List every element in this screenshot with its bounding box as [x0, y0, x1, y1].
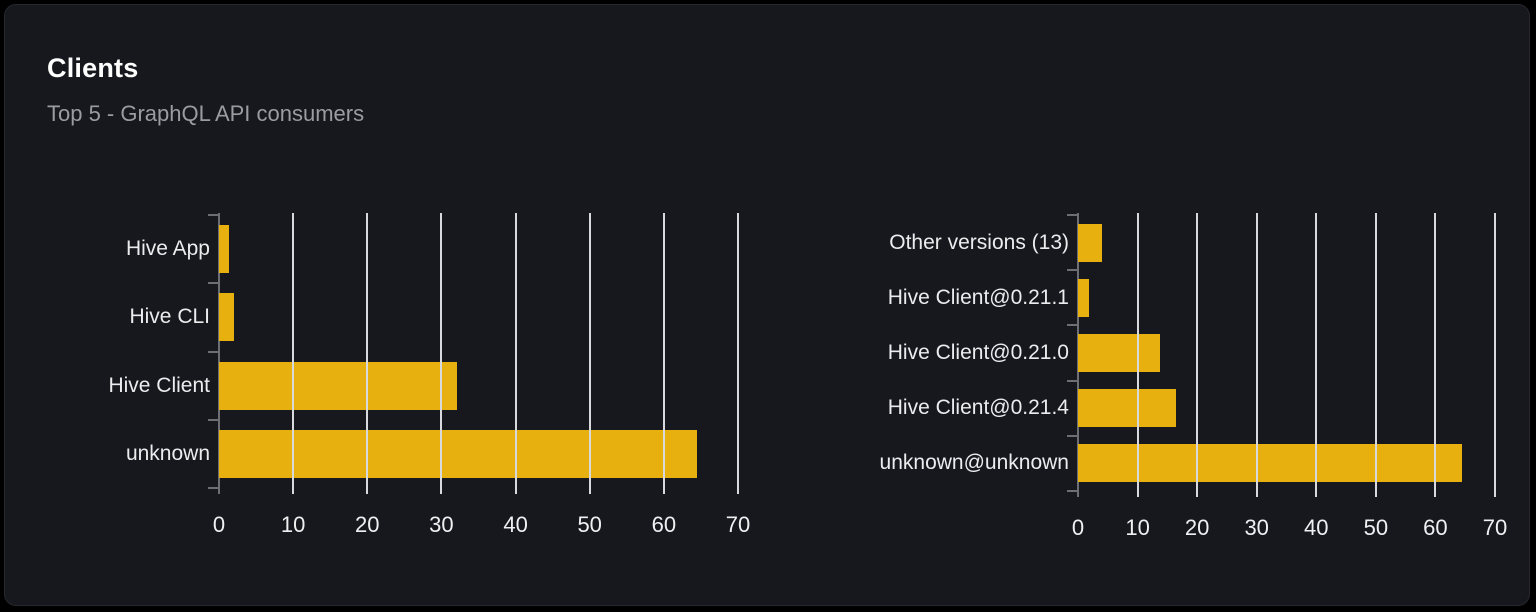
gridline: [292, 213, 295, 494]
category-label: Hive Client@0.21.4: [887, 396, 1069, 419]
bar-hive-client-0-21-0[interactable]: [1078, 334, 1160, 372]
y-axis-tick: [208, 487, 218, 489]
category-label: Hive CLI: [129, 305, 210, 328]
x-tick-label: 70: [1482, 515, 1508, 540]
category-label: Hive App: [125, 237, 210, 260]
bar-unknown[interactable]: [219, 430, 698, 478]
x-tick-label: 70: [725, 512, 751, 537]
x-tick-label: 0: [1071, 515, 1085, 540]
gridline: [588, 213, 591, 494]
category-label: Hive Client@0.21.1: [887, 286, 1069, 309]
category-label: Hive Client: [108, 374, 210, 397]
gridline: [1434, 213, 1437, 497]
x-tick-label: 0: [212, 512, 226, 537]
y-axis-tick: [208, 282, 218, 284]
category-label: unknown@unknown: [879, 451, 1069, 474]
gridline: [662, 213, 665, 494]
gridline: [440, 213, 443, 494]
clients-by-name-chart: Hive App Hive CLI Hive Client unknown 0 10 20 3…: [65, 213, 778, 548]
gridline: [1255, 213, 1258, 497]
x-tick-label: 30: [1244, 515, 1269, 540]
gridline: [1315, 213, 1318, 497]
gridline: [1374, 213, 1377, 497]
x-tick-label: 40: [1304, 515, 1329, 540]
x-tick-label: 10: [1125, 515, 1150, 540]
x-tick-label: 50: [1363, 515, 1389, 540]
y-axis-tick: [1067, 214, 1077, 216]
x-tick-label: 60: [651, 512, 677, 537]
x-tick-label: 60: [1423, 515, 1448, 540]
x-tick-label: 10: [280, 512, 306, 537]
panel-title: Clients: [47, 53, 139, 83]
clients-by-version-chart: Other versions (13) Hive Client@0.21.1 Hiv…: [835, 213, 1535, 551]
y-axis-tick: [1067, 269, 1077, 271]
x-tick-label: 40: [503, 512, 528, 537]
bar-hive-client-0-21-1[interactable]: [1078, 279, 1090, 317]
gridline: [1196, 213, 1199, 497]
y-axis-tick: [1067, 324, 1077, 326]
bar-hive-app[interactable]: [219, 225, 229, 273]
bar-other-versions-13[interactable]: [1078, 224, 1102, 262]
gridline: [1136, 213, 1139, 497]
y-axis-tick: [208, 351, 218, 353]
bar-hive-client-0-21-4[interactable]: [1078, 389, 1176, 427]
y-axis-tick: [208, 214, 218, 216]
gridline: [1494, 213, 1496, 497]
x-tick-label: 20: [1184, 515, 1210, 540]
y-axis-tick: [1067, 435, 1077, 437]
x-tick-label: 30: [429, 512, 454, 537]
clients-panel: Clients Top 5 - GraphQL API consumers Hi…: [4, 4, 1530, 606]
gridline: [514, 213, 517, 494]
y-axis-tick: [208, 419, 218, 421]
x-tick-label: 50: [577, 512, 602, 537]
bar-hive-client[interactable]: [219, 362, 457, 410]
bar-hive-cli[interactable]: [219, 293, 234, 341]
gridline: [366, 213, 369, 494]
x-tick-label: 20: [355, 512, 380, 537]
gridline: [737, 213, 739, 494]
y-axis-line: [218, 213, 220, 494]
category-label: Other versions (13): [889, 231, 1069, 254]
y-axis-tick: [1067, 380, 1077, 382]
y-axis-tick: [1067, 490, 1077, 492]
category-label: Hive Client@0.21.0: [887, 341, 1069, 364]
panel-subtitle: Top 5 - GraphQL API consumers: [47, 101, 365, 126]
bar-unknown-unknown[interactable]: [1078, 444, 1463, 482]
category-label: unknown: [125, 442, 210, 465]
